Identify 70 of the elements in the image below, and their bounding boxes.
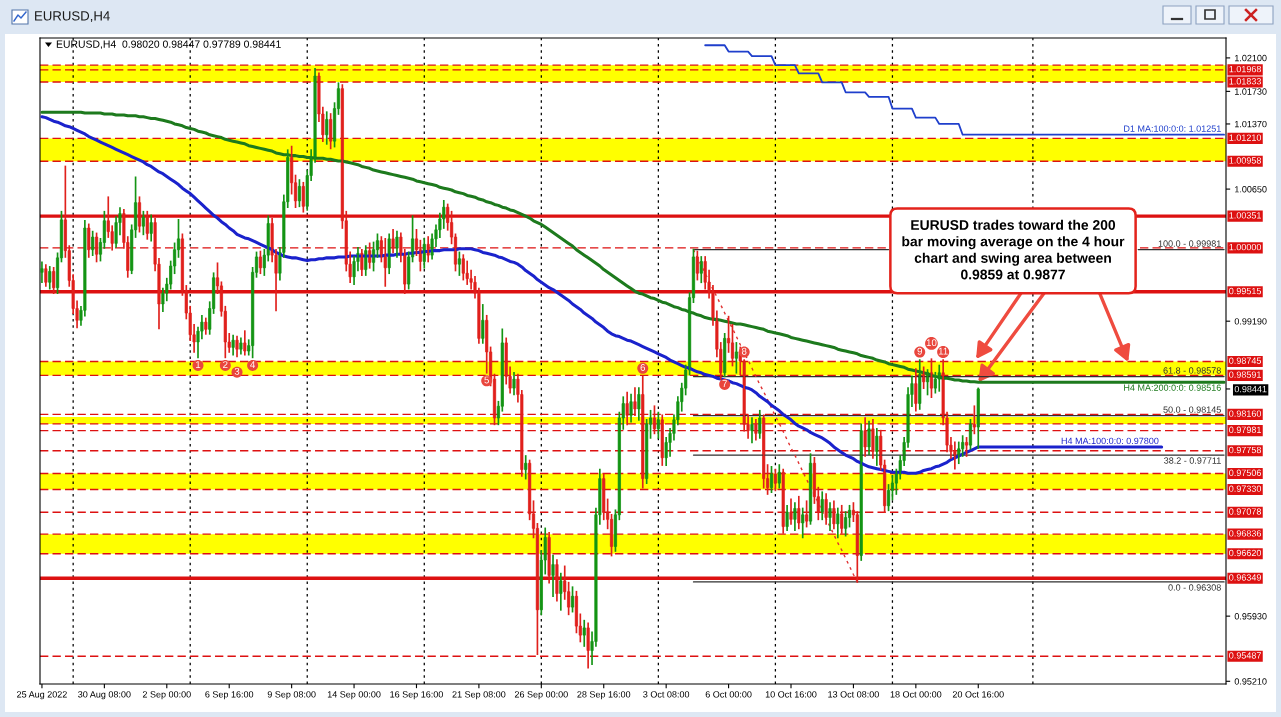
candlestick: [329, 113, 333, 150]
series-label: 50.0 - 0.98145: [1163, 406, 1221, 413]
x-tick-label: 9 Sep 08:00: [267, 691, 316, 700]
line-series: [704, 44, 1225, 136]
annotation: 4: [250, 361, 256, 368]
annotation: 9: [917, 347, 922, 355]
candlestick: [52, 266, 56, 294]
series-label: 100.0 - 0.99981: [1158, 240, 1221, 247]
x-tick-label: 6 Sep 16:00: [205, 691, 254, 700]
y-tick-label: 0.99190: [1234, 318, 1267, 325]
x-tick-label: 10 Oct 16:00: [765, 691, 817, 698]
x-tick-label: 16 Sep 16:00: [390, 691, 443, 700]
ref-line-label: 0.99515: [1229, 287, 1262, 295]
ref-line-label: 0.95487: [1229, 652, 1261, 659]
ref-line-label: 0.96349: [1229, 574, 1261, 581]
ref-line-label: 0.96620: [1229, 549, 1262, 557]
annotation: 7: [722, 380, 727, 387]
series-label: 0.0 - 0.96308: [1168, 584, 1221, 591]
ref-line-label: 1.01210: [1229, 134, 1262, 141]
x-tick-label: 25 Aug 2022: [17, 691, 67, 700]
chart-subtitle: EURUSD,H4 0.98020 0.98447 0.97789 0.98441: [56, 40, 281, 50]
ref-line-label: 0.98160: [1229, 410, 1262, 417]
x-tick-label: 13 Oct 08:00: [828, 691, 879, 698]
y-tick-label: 0.95930: [1234, 613, 1267, 620]
x-tick-label: 28 Sep 16:00: [577, 691, 631, 700]
x-tick-label: 3 Oct 08:00: [643, 691, 690, 698]
x-tick-label: 2 Sep 00:00: [142, 691, 191, 700]
ref-line-label: 0.97078: [1229, 508, 1262, 515]
annotation: 1: [196, 361, 201, 368]
candlestick: [301, 181, 305, 213]
x-tick-label: 14 Sep 00:00: [327, 691, 381, 700]
x-tick-label: 6 Oct 00:00: [705, 691, 752, 698]
series-label: H4 MA:200:0:0: 0.98516: [1124, 384, 1221, 391]
annotation: 3: [234, 367, 240, 375]
x-tick-label: 30 Aug 08:00: [78, 691, 131, 700]
annotation: 6: [640, 364, 646, 371]
annotation: 2: [223, 361, 228, 368]
ref-line-label: 1.01833: [1229, 78, 1262, 85]
annotation: 10: [926, 339, 937, 347]
series-label: 61.8 - 0.98578: [1163, 367, 1221, 374]
candlestick: [656, 411, 660, 439]
annotation: 5: [484, 376, 489, 384]
ref-line-label: 1.01968: [1229, 65, 1262, 73]
ref-line-label: 1.00958: [1229, 157, 1262, 164]
series-label: 38.2 - 0.97711: [1164, 457, 1221, 464]
chart-title: EURUSD,H4: [35, 11, 110, 23]
series-label: D1 MA:100:0:0: 1.01251: [1124, 125, 1221, 132]
y-tick-label: 1.00650: [1235, 186, 1267, 193]
annotation: 8: [741, 347, 747, 355]
x-tick-label: 26 Sep 00:00: [514, 691, 568, 700]
annotation: 11: [938, 347, 948, 355]
y-tick-label: 1.02100: [1235, 54, 1267, 62]
ref-line-label: 0.98745: [1229, 357, 1262, 364]
series-label: H4 MA:100:0:0: 0.97800: [1061, 437, 1159, 445]
x-tick-label: 21 Sep 08:00: [452, 691, 506, 700]
ref-line-label: 0.97506: [1229, 469, 1262, 476]
annotation: EURUSD trades toward the 200 bar moving average on the 4 hour chart and swing area between 0.9859 at 0.9877: [902, 219, 1125, 280]
y-tick-label: 0.95210: [1234, 678, 1267, 685]
y-tick-label: 1.01730: [1235, 88, 1267, 95]
ref-line-label: 0.98591: [1229, 371, 1261, 378]
ref-line-label: 1.00000: [1229, 243, 1262, 251]
x-tick-label: 18 Oct 00:00: [890, 691, 942, 698]
ref-line-label: 0.97330: [1229, 485, 1262, 492]
x-tick-label: 20 Oct 16:00: [952, 691, 1004, 698]
ref-line-label: 0.96836: [1229, 530, 1262, 537]
ref-line-label: 0.97981: [1229, 426, 1261, 433]
ref-line-label: 0.97758: [1229, 446, 1262, 454]
y-tick-label: 1.01370: [1235, 120, 1267, 128]
ref-line-label: 1.00351: [1229, 212, 1261, 219]
y-tick-label: 0.98441: [1234, 385, 1267, 393]
